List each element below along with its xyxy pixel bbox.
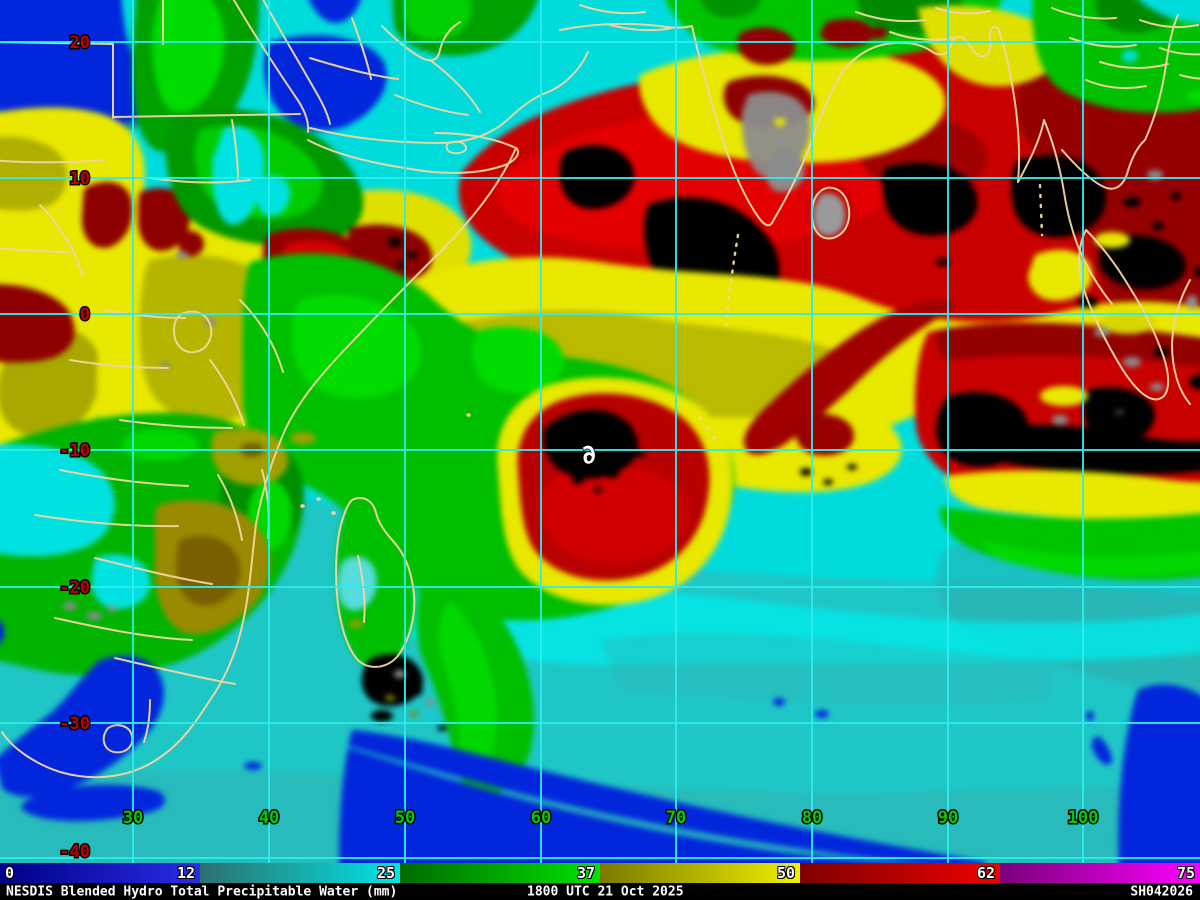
madagascar-outline xyxy=(335,497,416,668)
lon-label: 100 xyxy=(1068,808,1099,828)
borders-central-africa xyxy=(59,299,284,487)
lon-label: 80 xyxy=(802,808,822,828)
colorbar-segment: 50 xyxy=(600,863,800,883)
coast-sumatra xyxy=(1078,229,1170,401)
lon-label: 70 xyxy=(666,808,686,828)
lat-label: -10 xyxy=(59,441,90,461)
lat-label: 10 xyxy=(70,169,90,189)
coast-iran-pak xyxy=(559,4,693,32)
coast-india xyxy=(691,25,1021,227)
footer-bar: NESDIS Blended Hydro Total Precipitable … xyxy=(0,883,1200,900)
borders-north-india xyxy=(855,7,991,41)
colorbar-tick: 0 xyxy=(5,864,15,882)
lat-label: 20 xyxy=(70,33,90,53)
lat-label: 0 xyxy=(80,305,90,325)
colorbar-tick: 62 xyxy=(976,864,995,882)
coast-red-sea xyxy=(262,0,331,125)
coast-east-africa xyxy=(1,0,520,779)
lat-label: -30 xyxy=(59,714,90,734)
coast-malay xyxy=(1017,14,1179,305)
lon-label: 40 xyxy=(259,808,279,828)
colorbar-tick: 25 xyxy=(376,864,395,882)
colorbar-tick: 37 xyxy=(576,864,595,882)
product-timestamp: 1800 UTC 21 Oct 2025 xyxy=(527,884,684,899)
lat-label: -40 xyxy=(59,842,90,862)
colorbar-segment: 0 12 xyxy=(0,863,200,883)
grid-layer xyxy=(0,0,1200,863)
lon-label: 30 xyxy=(123,808,143,828)
madagascar-inner xyxy=(357,555,366,623)
coast-sri-lanka xyxy=(811,186,851,240)
borders-layer xyxy=(0,0,1200,779)
borders-horn xyxy=(394,59,481,116)
island-dots xyxy=(300,413,471,515)
lon-label: 50 xyxy=(395,808,415,828)
coast-borneo xyxy=(1171,279,1191,405)
colorbar-tick: 12 xyxy=(176,864,195,882)
colorbar-tick: 50 xyxy=(776,864,795,882)
borders-arabia-inner xyxy=(309,17,461,80)
lon-label: 90 xyxy=(938,808,958,828)
maldives-chain xyxy=(724,233,740,327)
colorbar-tick: 75 xyxy=(1176,864,1195,882)
andaman-dots xyxy=(1038,183,1044,237)
colorbar-segment: 25 xyxy=(200,863,400,883)
borders-sahel xyxy=(0,119,251,276)
colorbar-segment: 62 xyxy=(800,863,1000,883)
colorbar-segment: 37 xyxy=(400,863,600,883)
colorbar-segment: 75 xyxy=(1000,863,1200,883)
lake-victoria xyxy=(173,310,213,354)
product-id: SH042026 xyxy=(1130,884,1193,899)
socotra xyxy=(445,140,468,155)
colorbar: 0 12 25 37 50 62 75 xyxy=(0,863,1200,883)
weather-layer xyxy=(0,0,1200,863)
product-title: NESDIS Blended Hydro Total Precipitable … xyxy=(6,884,398,899)
lon-label: 60 xyxy=(531,808,551,828)
lesotho xyxy=(102,724,134,754)
lat-label: -20 xyxy=(59,578,90,598)
chagos-dots xyxy=(698,416,718,442)
